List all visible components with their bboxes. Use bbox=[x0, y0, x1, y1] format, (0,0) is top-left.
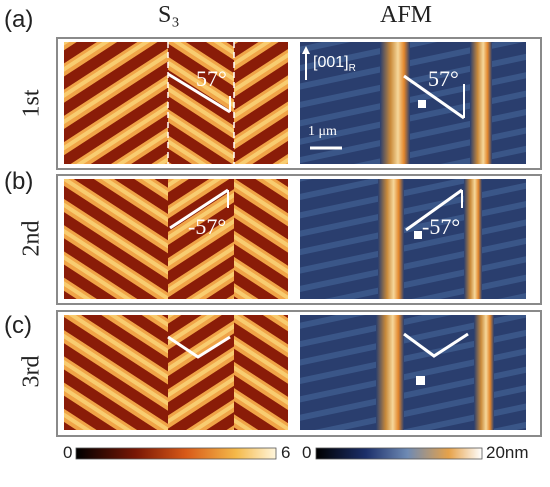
angle-label-1st-s3: 57° bbox=[196, 66, 227, 91]
angle-line bbox=[167, 335, 231, 359]
afm-image-3rd bbox=[300, 315, 526, 430]
angle-line bbox=[403, 74, 465, 120]
scale-label: 1 μm bbox=[308, 124, 337, 139]
angle-label-2nd-afm: -57° bbox=[422, 214, 461, 239]
row-frame-2nd bbox=[56, 174, 542, 305]
s3-colorbar-min: 0 bbox=[63, 443, 73, 462]
direction-sub: R bbox=[348, 63, 356, 75]
afm-image-2nd bbox=[300, 179, 526, 299]
direction-main: [001] bbox=[313, 54, 349, 71]
panel-letter-b: (b) bbox=[4, 168, 34, 195]
afm-colorbar-max: 20nm bbox=[486, 443, 529, 462]
s3-colorbar-max: 6 bbox=[281, 443, 291, 462]
afm-colorbar-min: 0 bbox=[302, 443, 312, 462]
s3-column-header: S₃ bbox=[158, 2, 180, 28]
arrowhead-icon bbox=[302, 46, 310, 54]
row-frame-1st bbox=[56, 37, 542, 170]
s3-colorbar bbox=[75, 447, 277, 460]
angle-label-1st-afm: 57° bbox=[428, 66, 459, 91]
panel-letter-a: (a) bbox=[4, 6, 34, 33]
angle-line bbox=[169, 188, 229, 230]
angle-line bbox=[167, 72, 231, 114]
s3-image-3rd bbox=[64, 315, 288, 430]
angle-label-2nd-s3: -57° bbox=[188, 214, 227, 239]
panel-letter-c: (c) bbox=[4, 312, 32, 339]
s3-image-1st bbox=[64, 42, 288, 164]
afm-image-1st bbox=[300, 42, 526, 164]
afm-colorbar bbox=[315, 447, 483, 460]
direction-label: [001]R bbox=[313, 54, 356, 74]
angle-line bbox=[405, 188, 463, 232]
afm-column-header: AFM bbox=[380, 2, 433, 28]
row-frame-3rd bbox=[56, 310, 542, 437]
angle-line bbox=[403, 332, 469, 358]
s3-image-2nd bbox=[64, 179, 288, 299]
